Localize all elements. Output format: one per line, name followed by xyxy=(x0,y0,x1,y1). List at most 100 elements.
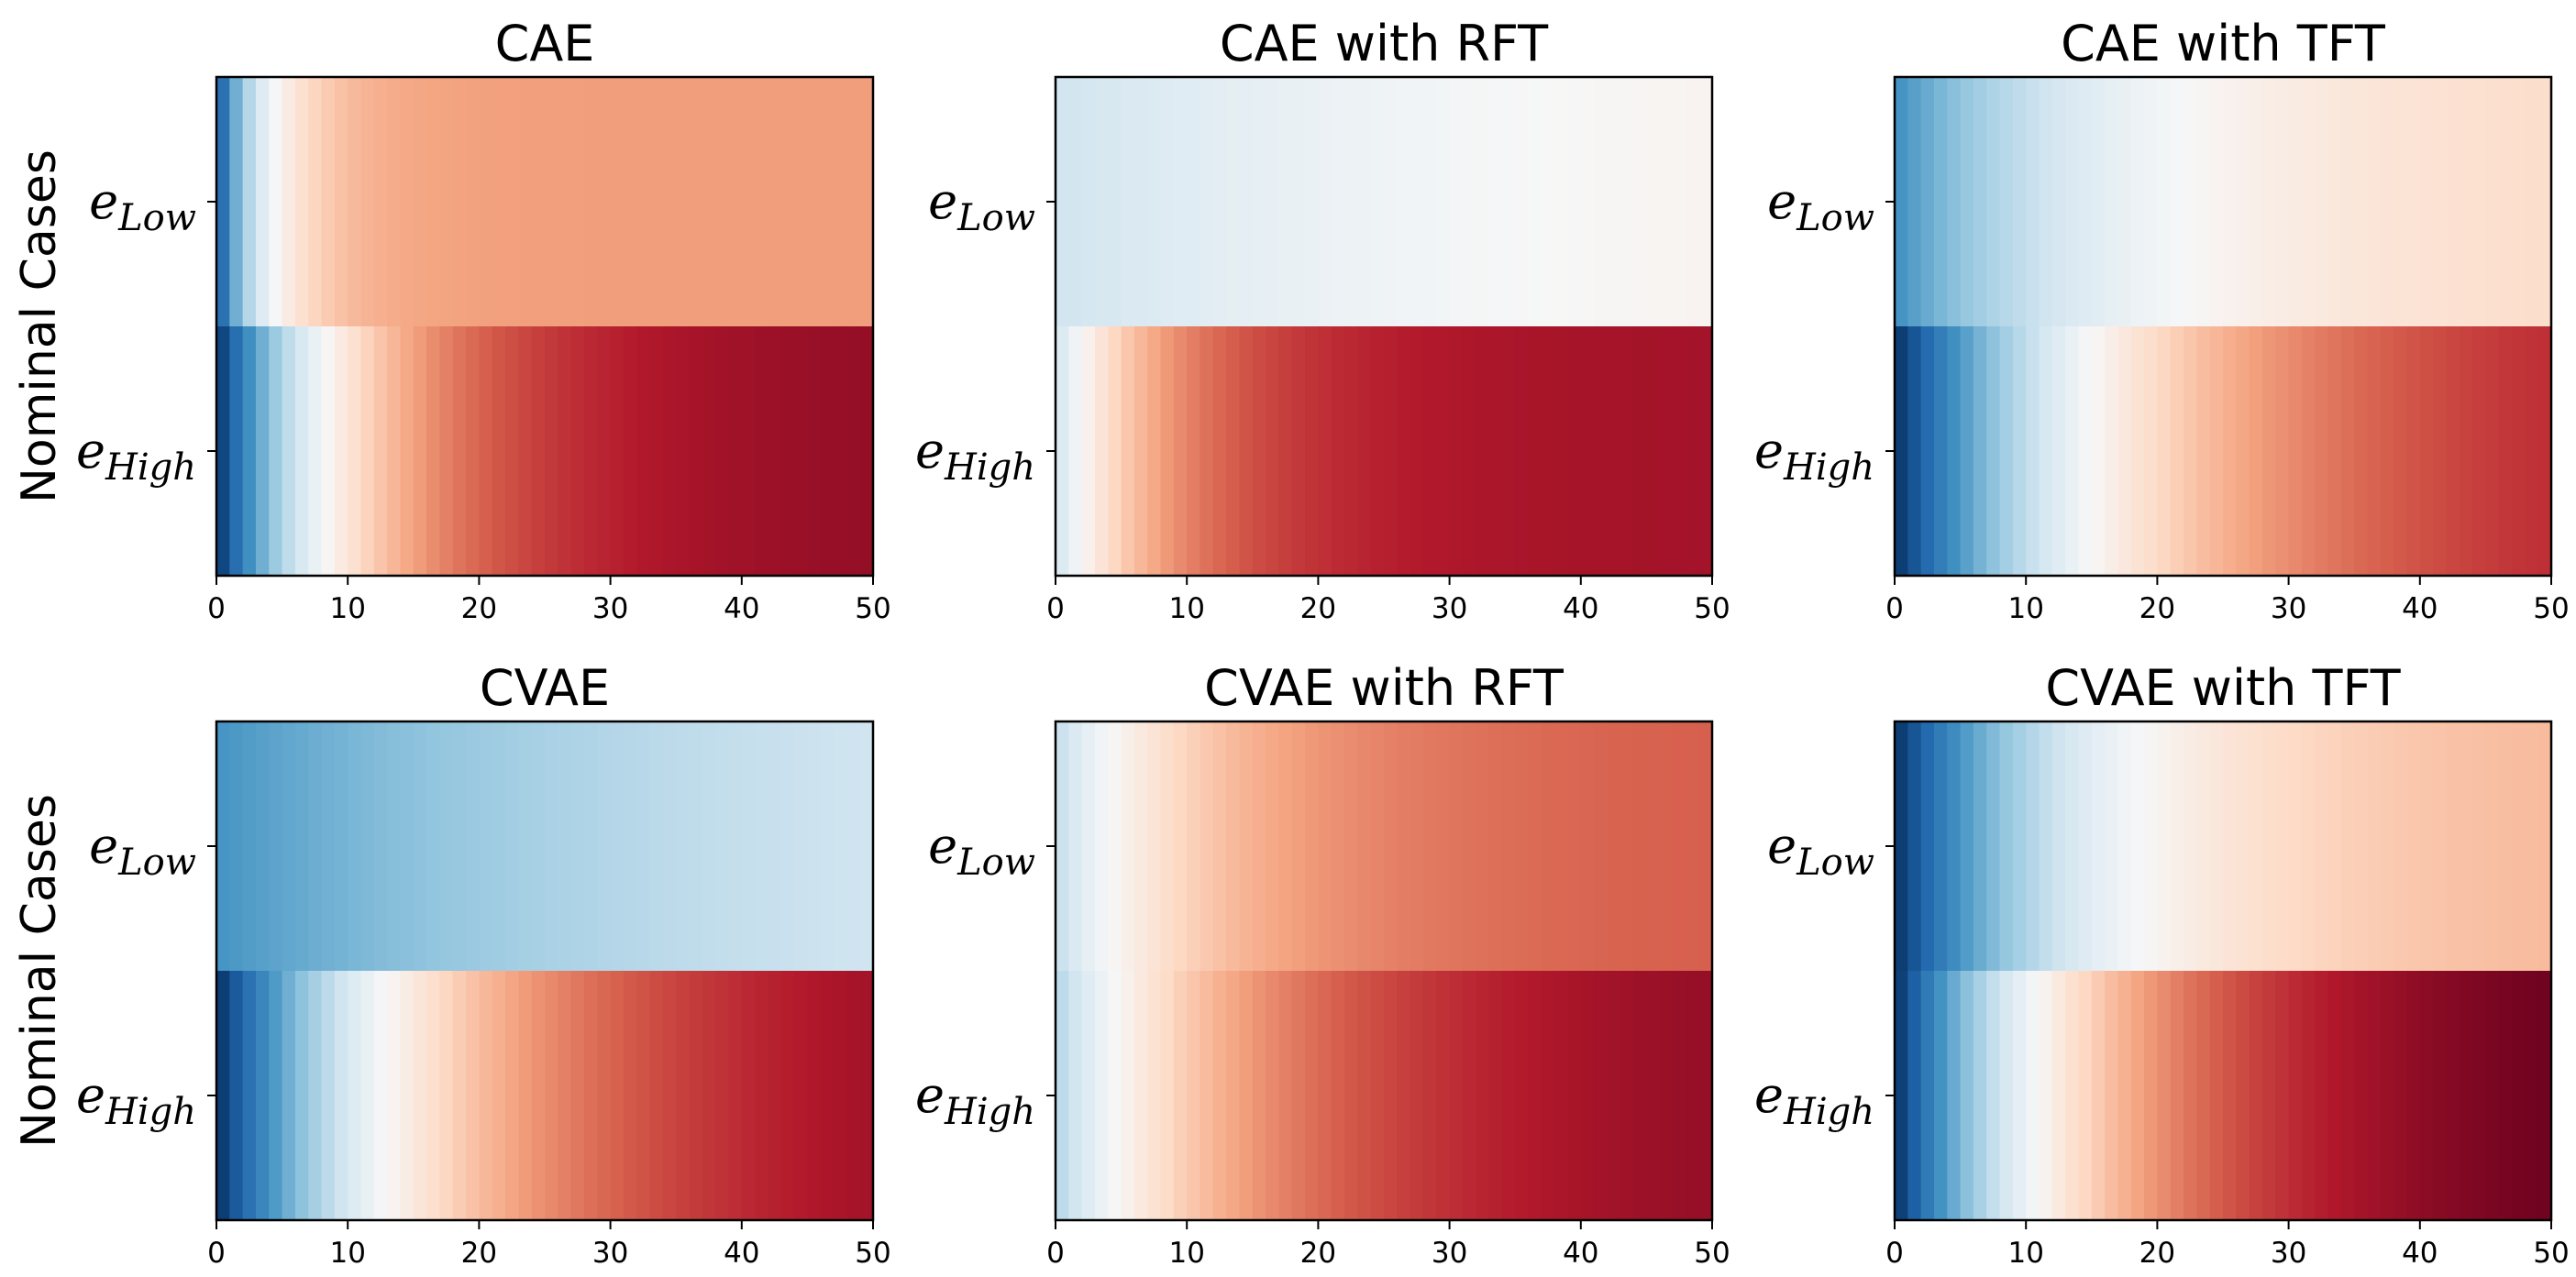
heatmap-cell xyxy=(2525,77,2539,326)
heatmap-cell xyxy=(2525,971,2539,1220)
heatmap-cell xyxy=(820,721,835,971)
heatmap-cell xyxy=(662,721,677,971)
heatmap-cell xyxy=(1357,721,1372,971)
heatmap-cell xyxy=(820,77,835,326)
heatmap-cell xyxy=(558,326,572,576)
heatmap-cell xyxy=(2117,721,2132,971)
heatmap-cell xyxy=(2261,326,2276,576)
x-tick-label: 0 xyxy=(207,1237,226,1270)
heatmap-cell xyxy=(2459,326,2473,576)
x-tick-label: 50 xyxy=(2533,592,2569,625)
heatmap-cell xyxy=(242,326,257,576)
heatmap-cell xyxy=(1607,971,1621,1220)
heatmap-cell xyxy=(2117,326,2132,576)
heatmap-cell xyxy=(1384,971,1398,1220)
heatmap-cell xyxy=(1200,721,1214,971)
heatmap-cell xyxy=(1633,326,1647,576)
heatmap-cell xyxy=(1620,721,1634,971)
heatmap-cell xyxy=(2065,326,2080,576)
heatmap-cell xyxy=(610,721,625,971)
heatmap-cell xyxy=(2433,971,2448,1220)
heatmap-cell xyxy=(1384,77,1398,326)
heatmap-cell xyxy=(2223,721,2237,971)
heatmap-cell xyxy=(2537,971,2552,1220)
heatmap-cell xyxy=(1318,971,1332,1220)
heatmap-cell xyxy=(282,971,296,1220)
heatmap-cell xyxy=(2485,77,2500,326)
heatmap-cell xyxy=(768,721,782,971)
heatmap-cell xyxy=(2327,721,2342,971)
y-tick-label-subscript: Low xyxy=(956,842,1035,884)
heatmap-cell xyxy=(1068,971,1083,1220)
y-tick-label-base: e xyxy=(1754,1066,1784,1124)
heatmap-cell xyxy=(2236,971,2250,1220)
y-tick-label: eHigh xyxy=(1754,422,1874,489)
heatmap-cell xyxy=(636,326,651,576)
heatmap-cell xyxy=(741,971,756,1220)
x-tick-label: 50 xyxy=(855,592,890,625)
heatmap-cell xyxy=(360,326,375,576)
heatmap-cell xyxy=(2301,971,2316,1220)
x-tick-label: 50 xyxy=(2533,1237,2569,1270)
heatmap-cell xyxy=(413,77,427,326)
heatmap-cell xyxy=(1960,971,1974,1220)
heatmap-cell xyxy=(2091,326,2106,576)
heatmap-cell xyxy=(1947,971,1962,1220)
heatmap-cell xyxy=(649,326,664,576)
heatmap-cell xyxy=(2012,326,2027,576)
heatmap-cell xyxy=(1515,326,1530,576)
heatmap-cell xyxy=(1646,971,1661,1220)
heatmap-cell xyxy=(2144,326,2158,576)
heatmap-cell xyxy=(1567,971,1582,1220)
heatmap-cell xyxy=(1659,721,1674,971)
heatmap-cell xyxy=(728,77,743,326)
heatmap-cell xyxy=(334,721,348,971)
heatmap-cell xyxy=(2485,971,2500,1220)
heatmap-cell xyxy=(2026,326,2040,576)
heatmap-cell xyxy=(1187,77,1201,326)
heatmap-cell xyxy=(610,77,625,326)
heatmap-cell xyxy=(373,971,388,1220)
heatmap-cell xyxy=(1068,77,1083,326)
heatmap-cell xyxy=(2209,971,2224,1220)
heatmap-cell xyxy=(1068,326,1083,576)
heatmap-cell xyxy=(373,77,388,326)
heatmap-cell xyxy=(255,721,270,971)
y-tick-label: eHigh xyxy=(915,422,1035,489)
heatmap-cell xyxy=(321,971,336,1220)
heatmap-cell xyxy=(715,77,730,326)
x-tick-label: 20 xyxy=(2139,1237,2175,1270)
heatmap-cell xyxy=(1344,326,1358,576)
heatmap-cell xyxy=(1187,971,1201,1220)
heatmap-cell xyxy=(2472,326,2486,576)
heatmap-cell xyxy=(859,326,874,576)
heatmap-cell xyxy=(662,326,677,576)
heatmap-cell xyxy=(492,721,506,971)
plot-frame xyxy=(1893,720,2553,1222)
heatmap-cell xyxy=(348,326,362,576)
x-tick-label: 0 xyxy=(1885,592,1904,625)
heatmap-cell xyxy=(1081,77,1096,326)
y-tick-label-base: e xyxy=(915,422,945,479)
heatmap-cell xyxy=(216,971,230,1220)
heatmap-cell xyxy=(834,326,847,576)
heatmap-cell xyxy=(1554,77,1569,326)
heatmap-cell xyxy=(1422,971,1437,1220)
heatmap-cell xyxy=(1397,77,1411,326)
heatmap-cell xyxy=(2459,971,2473,1220)
heatmap-cell xyxy=(1357,326,1372,576)
heatmap-cell xyxy=(255,77,270,326)
heatmap-cell xyxy=(2315,326,2329,576)
heatmap-cell xyxy=(1147,77,1162,326)
heatmap-cell xyxy=(2144,971,2158,1220)
heatmap-cell xyxy=(2236,77,2250,326)
heatmap-cell xyxy=(834,721,847,971)
heatmap-cell xyxy=(2130,971,2145,1220)
heatmap-cell xyxy=(1449,971,1464,1220)
heatmap-cell xyxy=(1410,971,1424,1220)
heatmap-cell xyxy=(583,721,598,971)
heatmap-cell xyxy=(2026,77,2040,326)
heatmap-cell xyxy=(1147,971,1162,1220)
y-tick-label-subscript: Low xyxy=(956,197,1035,239)
